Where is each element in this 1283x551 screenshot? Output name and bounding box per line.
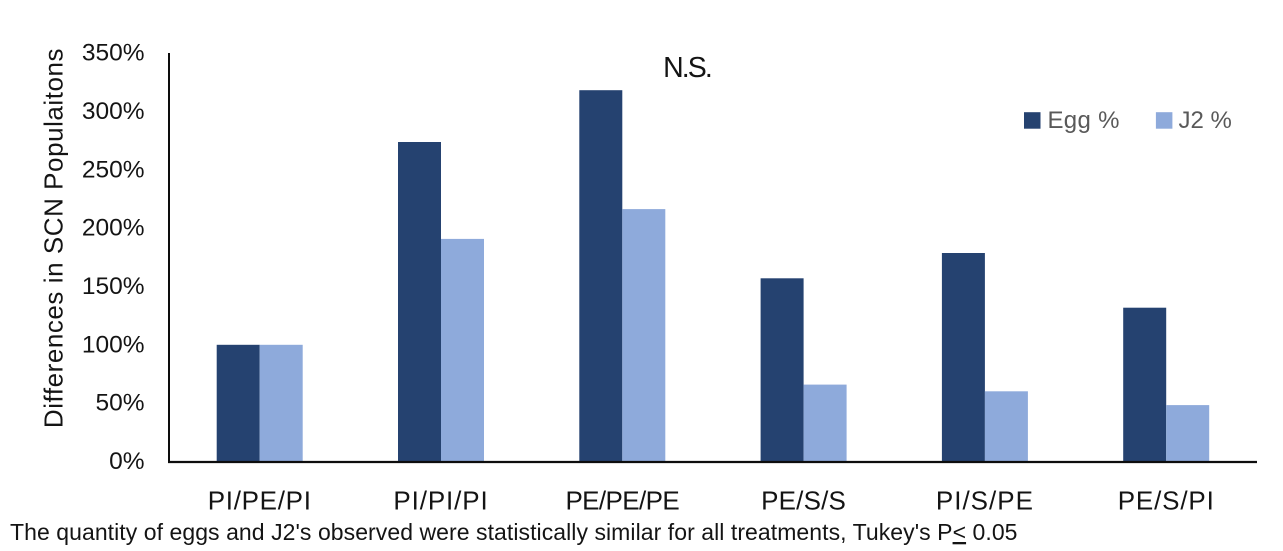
svg-text:150%: 150% [82, 273, 145, 300]
svg-text:PI/PE/PI: PI/PE/PI [208, 486, 312, 516]
svg-text:PE/S/S: PE/S/S [761, 486, 846, 516]
svg-text:0%: 0% [109, 448, 144, 475]
svg-text:N.S.: N.S. [663, 52, 711, 84]
svg-text:PI/S/PE: PI/S/PE [936, 486, 1034, 516]
svg-text:300%: 300% [82, 98, 145, 125]
svg-text:250%: 250% [82, 156, 145, 183]
svg-text:200%: 200% [82, 215, 145, 242]
svg-text:PI/PI/PI: PI/PI/PI [393, 486, 488, 516]
svg-text:J2 %: J2 % [1179, 107, 1232, 134]
svg-text:100%: 100% [82, 331, 145, 358]
svg-text:350%: 350% [82, 40, 145, 67]
svg-text:The quantity of eggs and J2's: The quantity of eggs and J2's observed w… [10, 519, 1018, 545]
svg-text:50%: 50% [95, 390, 144, 417]
svg-text:PE/S/PI: PE/S/PI [1118, 486, 1215, 516]
svg-text:Egg %: Egg % [1048, 107, 1120, 134]
svg-text:Differences in SCN Populaitons: Differences in SCN Populaitons [39, 48, 69, 428]
svg-text:PE/PE/PE: PE/PE/PE [565, 486, 679, 516]
